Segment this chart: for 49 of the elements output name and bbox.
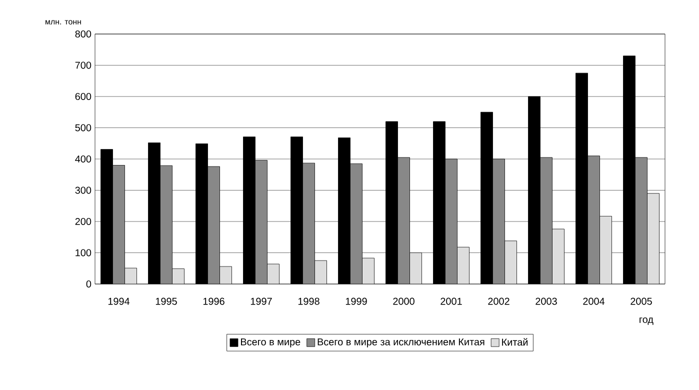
y-tick-label: 600	[75, 92, 92, 100]
bar	[302, 162, 315, 284]
x-axis-title: год	[640, 318, 654, 325]
y-tick-label: 0	[86, 280, 92, 288]
y-tick-label: 400	[75, 155, 92, 163]
x-tick-label: 1997	[250, 298, 272, 305]
y-tick-label: 200	[75, 218, 92, 226]
x-tick-label: 1998	[298, 298, 320, 305]
y-tick-label: 500	[75, 124, 92, 132]
bar	[350, 164, 362, 284]
bar	[362, 258, 374, 284]
bar	[588, 156, 600, 284]
legend-label: Всего в мире за исключением Китая	[318, 338, 484, 348]
y-tick-label: 700	[75, 62, 92, 69]
bar	[552, 228, 564, 284]
legend-label: Китай	[502, 338, 528, 346]
bar	[267, 264, 280, 284]
bar	[504, 240, 517, 284]
x-tick-label: 2005	[630, 298, 652, 305]
bar	[160, 165, 172, 284]
x-tick-label: 2003	[536, 298, 557, 305]
x-tick-label: 1995	[156, 298, 177, 305]
bar	[124, 268, 137, 284]
legend-label: Всего в мире	[241, 338, 300, 348]
bar	[457, 246, 470, 284]
bar	[647, 193, 660, 284]
bar	[540, 157, 552, 284]
x-tick-label: 2004	[583, 298, 605, 305]
y-tick-label: 100	[76, 249, 92, 256]
x-tick-label: 1999	[346, 298, 367, 305]
bar	[172, 268, 184, 284]
bar	[492, 158, 505, 284]
bar	[410, 252, 422, 284]
bar	[600, 216, 612, 284]
bar	[112, 165, 125, 284]
x-tick-label: 1996	[203, 298, 224, 305]
bar	[635, 157, 648, 284]
y-tick-label: 800	[75, 30, 92, 38]
x-tick-label: 2000	[393, 298, 414, 305]
bar	[398, 157, 410, 284]
bar	[208, 166, 220, 284]
bar	[314, 260, 327, 284]
x-tick-label: 1994	[108, 298, 130, 305]
x-tick-label: 2002	[488, 298, 510, 305]
y-tick-label: 300	[75, 186, 92, 194]
x-tick-label: 2001	[440, 298, 462, 305]
bar	[220, 266, 232, 284]
bar	[445, 158, 458, 284]
bar	[255, 160, 268, 284]
